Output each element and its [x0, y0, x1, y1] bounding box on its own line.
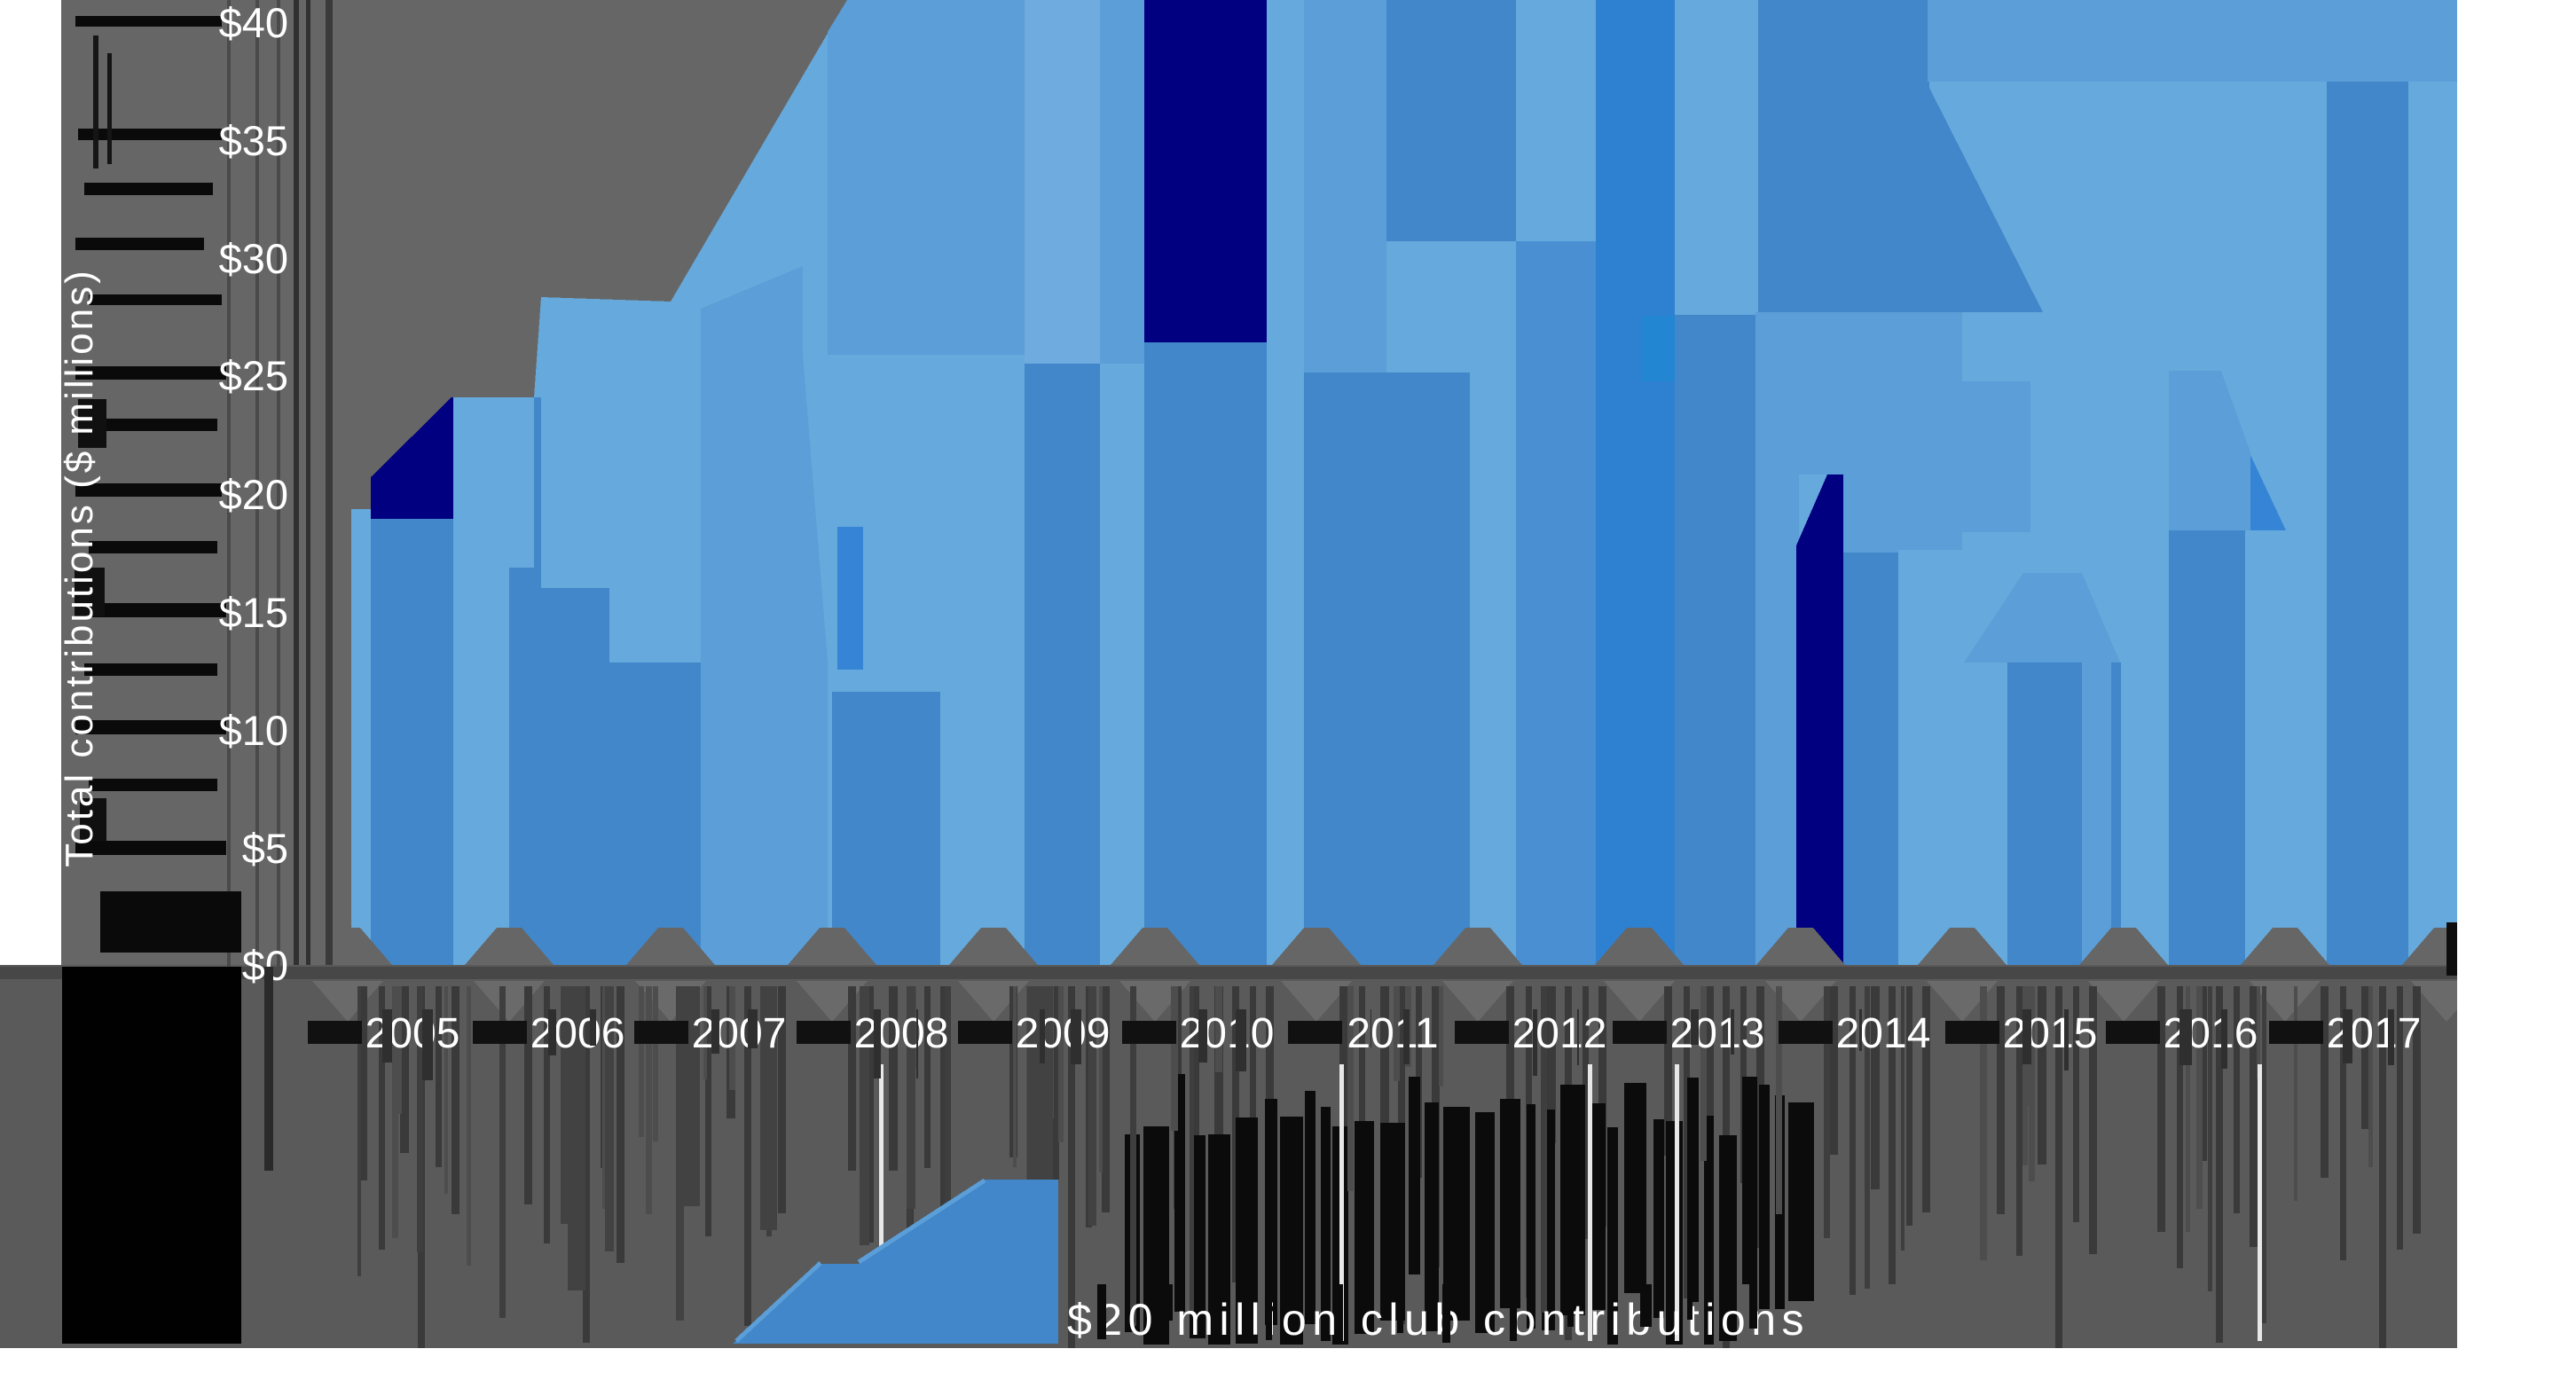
- svg-text:2016: 2016: [2164, 1010, 2258, 1057]
- svg-text:2017: 2017: [2327, 1010, 2422, 1057]
- svg-text:$10: $10: [219, 707, 288, 754]
- svg-text:2007: 2007: [692, 1010, 787, 1057]
- svg-text:2005: 2005: [365, 1010, 460, 1057]
- svg-text:$30: $30: [219, 235, 288, 282]
- svg-text:2006: 2006: [530, 1010, 625, 1057]
- svg-text:$40: $40: [219, 0, 288, 46]
- svg-text:2012: 2012: [1512, 1010, 1607, 1057]
- svg-text:2008: 2008: [854, 1010, 949, 1057]
- svg-text:$15: $15: [219, 589, 288, 636]
- svg-text:Total contributions ($ million: Total contributions ($ millions): [58, 268, 101, 867]
- svg-text:2011: 2011: [1347, 1010, 1438, 1057]
- svg-text:2015: 2015: [2003, 1010, 2098, 1057]
- svg-text:$5: $5: [242, 825, 288, 872]
- svg-text:$20 million club contributions: $20 million club contributions: [1067, 1295, 1810, 1345]
- svg-text:2010: 2010: [1180, 1010, 1275, 1057]
- svg-text:$25: $25: [219, 352, 288, 399]
- svg-text:2009: 2009: [1016, 1010, 1111, 1057]
- svg-text:2013: 2013: [1670, 1010, 1765, 1057]
- svg-text:$35: $35: [219, 117, 288, 164]
- svg-text:2014: 2014: [1836, 1010, 1931, 1057]
- svg-text:$20: $20: [219, 471, 288, 518]
